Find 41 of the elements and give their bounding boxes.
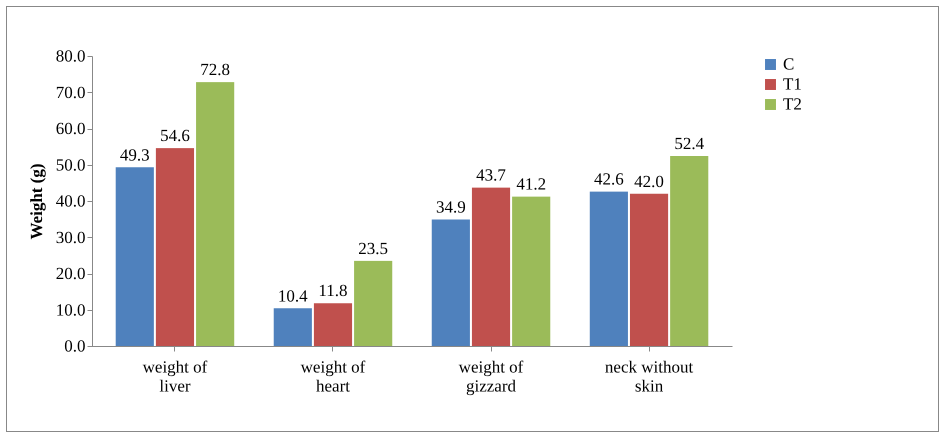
data-label: 42.0 (634, 172, 664, 191)
bar (116, 167, 154, 346)
data-label: 23.5 (358, 238, 388, 258)
data-label: 49.3 (120, 145, 150, 164)
data-label: 52.4 (674, 134, 705, 154)
x-tick-label: neck without skin (604, 358, 694, 396)
x-tick-label: weight of heart (300, 358, 366, 396)
y-tick-label: 70.0 (56, 82, 86, 102)
bar (274, 308, 312, 346)
legend-label: T2 (783, 94, 802, 114)
bar (590, 192, 628, 346)
y-tick-label: 80.0 (56, 46, 86, 66)
y-tick-label: 10.0 (56, 300, 86, 320)
bar (630, 194, 668, 346)
data-label: 72.8 (200, 60, 230, 80)
x-tick-label: weight of gizzard (458, 358, 524, 396)
bar (156, 148, 194, 346)
data-label: 11.8 (318, 281, 348, 300)
bar (472, 188, 510, 346)
bar (512, 196, 550, 346)
y-tick-label: 20.0 (56, 264, 86, 283)
y-tick-label: 50.0 (56, 155, 86, 174)
bar (670, 156, 708, 346)
x-tick-label: weight of liver (142, 358, 208, 396)
data-label: 41.2 (516, 174, 546, 194)
y-tick-label: 0.0 (64, 336, 86, 356)
bar (354, 260, 392, 346)
data-label: 42.6 (594, 170, 624, 189)
data-label: 10.4 (278, 286, 308, 306)
data-label: 43.7 (476, 166, 506, 185)
data-label: 34.9 (436, 197, 466, 216)
y-tick-label: 40.0 (56, 192, 86, 210)
bar (314, 303, 352, 346)
y-tick-label: 30.0 (56, 228, 86, 247)
y-tick-label: 60.0 (56, 119, 86, 138)
legend-label: T1 (783, 74, 802, 94)
bar (432, 219, 470, 346)
legend-label: C (783, 54, 794, 74)
y-axis-title: Weight (g) (26, 163, 46, 240)
bar (196, 82, 234, 346)
data-label: 54.6 (160, 126, 190, 146)
